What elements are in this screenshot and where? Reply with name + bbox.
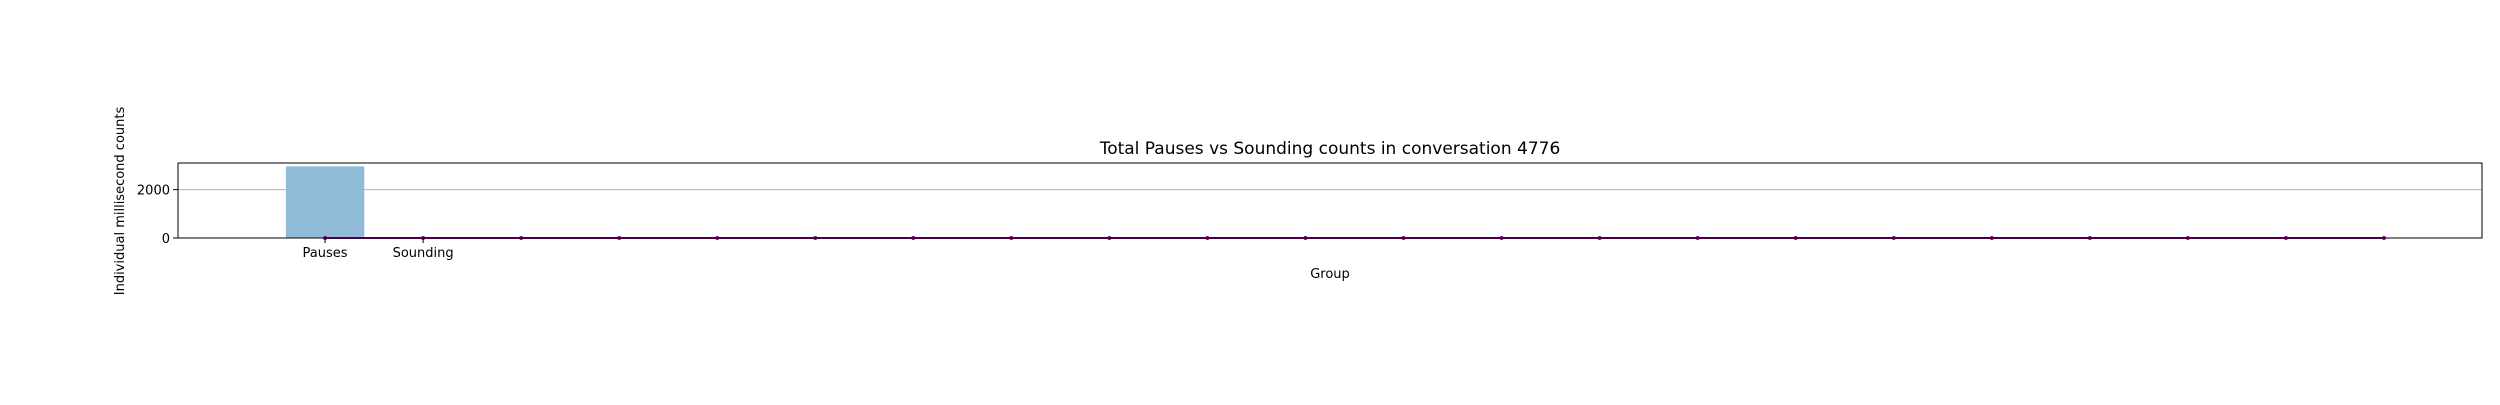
y-tick-label-0: 0 xyxy=(162,232,170,247)
chart-title: Total Pauses vs Sounding counts in conve… xyxy=(1099,139,1561,159)
x-tick-label-pauses: Pauses xyxy=(303,246,348,261)
bar-pauses xyxy=(285,166,365,238)
x-axis-label: Group xyxy=(1310,267,1350,282)
x-tick-label-sounding: Sounding xyxy=(393,246,454,261)
y-tick-label-1: 2000 xyxy=(137,184,170,199)
y-axis-label: Individual millisecond counts xyxy=(113,107,128,296)
plot-area: 0 2000 Pauses Sounding xyxy=(137,162,2483,261)
plot-frame xyxy=(177,162,2483,239)
